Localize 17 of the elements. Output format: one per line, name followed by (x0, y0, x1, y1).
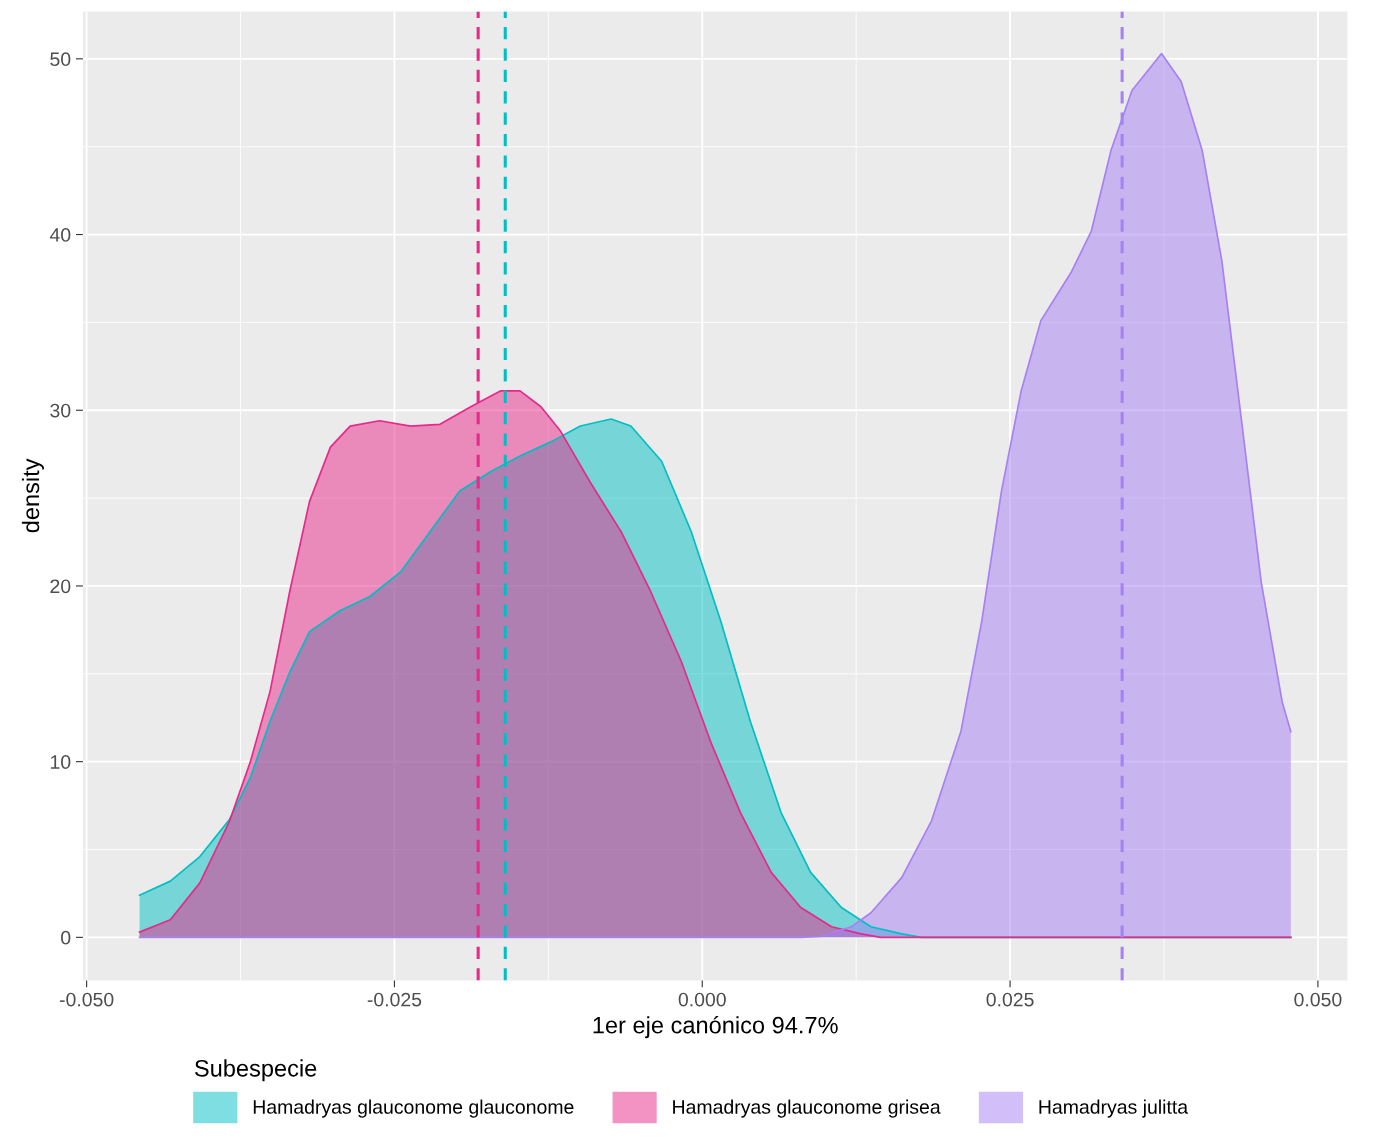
y-tick-label: 20 (50, 579, 71, 594)
x-tick-label: 0.000 (678, 992, 726, 1007)
y-tick-label: 50 (50, 52, 71, 67)
legend-label: Hamadryas glauconome glauconome (253, 1099, 574, 1118)
y-tick-label: 40 (49, 228, 71, 242)
y-tick-label: 30 (50, 403, 71, 418)
x-axis-title: 1er eje canónico 94.7% (593, 1015, 838, 1039)
y-tick-label: 0 (61, 930, 71, 945)
legend-label: Hamadryas glauconome grisea (673, 1099, 941, 1118)
x-tick-label: 0.025 (986, 992, 1034, 1007)
y-tick-label: 10 (50, 755, 71, 769)
legend-label: Hamadryas julitta (1039, 1099, 1189, 1118)
y-axis-title: density (21, 458, 44, 533)
x-tick-label: 0.050 (1294, 992, 1342, 1007)
x-tick-label: -0.050 (59, 992, 114, 1007)
x-tick-label: -0.025 (367, 992, 422, 1007)
legend-title: Subespecie (195, 1059, 317, 1082)
